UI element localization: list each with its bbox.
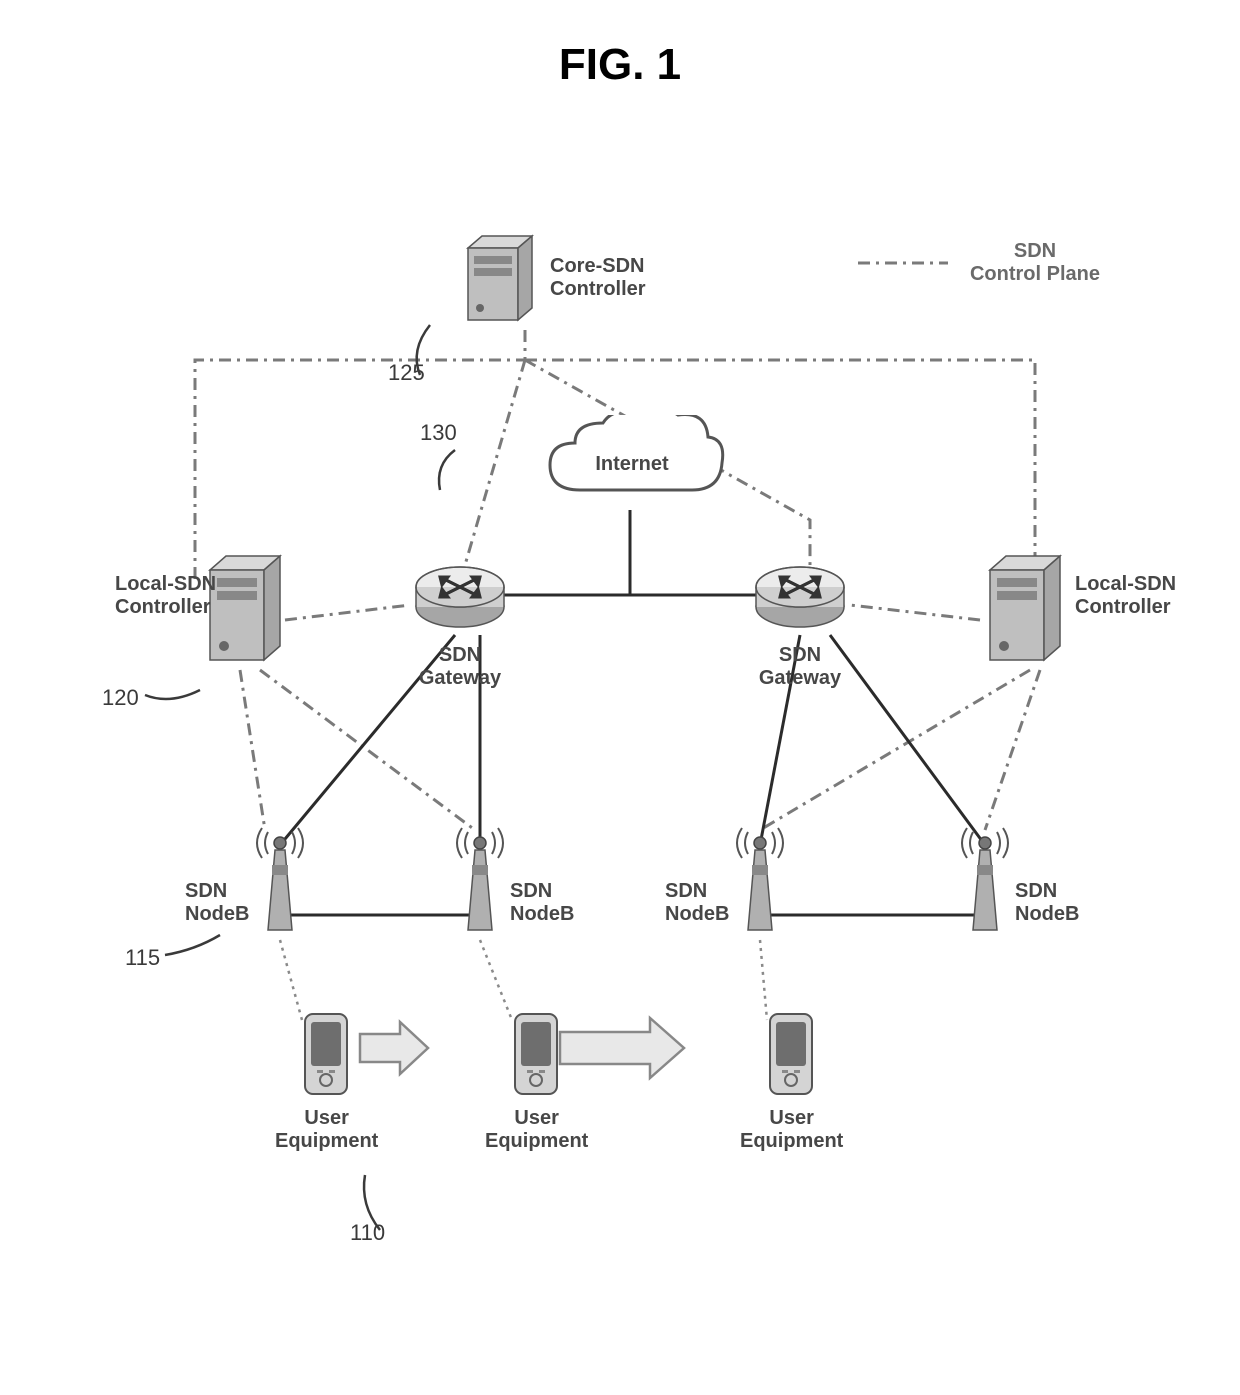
nb2-label-1: SDN: [510, 880, 552, 902]
sdn-gateway-left: SDN Gateway: [410, 555, 510, 690]
router-icon: [750, 555, 850, 635]
ref-130: 130: [420, 420, 457, 446]
legend-label-1: SDN: [1014, 240, 1056, 262]
gw-right-label-2: Gateway: [759, 667, 841, 689]
phone-icon: [764, 1010, 819, 1100]
antenna-icon: [730, 810, 790, 940]
nb4-label-2: NodeB: [1015, 903, 1079, 925]
ref-120: 120: [102, 685, 139, 711]
sdn-nodeb-3: [730, 810, 790, 945]
core-sdn-label-2: Controller: [550, 278, 646, 300]
ue1-label-2: Equipment: [275, 1130, 378, 1152]
antenna-icon: [450, 810, 510, 940]
antenna-icon: [955, 810, 1015, 940]
ref-125: 125: [388, 360, 425, 386]
legend: SDN Control Plane: [858, 240, 1100, 286]
ue1-label-1: User: [304, 1107, 348, 1129]
nb1-label-2: NodeB: [185, 903, 249, 925]
router-icon: [410, 555, 510, 635]
phone-icon: [509, 1010, 564, 1100]
ref-110: 110: [350, 1220, 385, 1246]
gw-right-label-1: SDN: [779, 644, 821, 666]
sdn-gateway-right: SDN Gateway: [750, 555, 850, 690]
core-sdn-label-1: Core-SDN: [550, 255, 644, 277]
ref-115: 115: [125, 945, 160, 971]
user-equipment-3: User Equipment: [740, 1010, 843, 1153]
nb4-label-1: SDN: [1015, 880, 1057, 902]
network-diagram: SDN Control Plane: [130, 220, 1110, 1270]
ue2-label-2: Equipment: [485, 1130, 588, 1152]
local-sdn-left-label-2: Controller: [115, 596, 211, 618]
antenna-icon: [250, 810, 310, 940]
gw-left-label-2: Gateway: [419, 667, 501, 689]
server-icon: [460, 230, 540, 330]
figure-title: FIG. 1: [559, 40, 681, 90]
user-equipment-1: User Equipment: [275, 1010, 378, 1153]
sdn-nodeb-4: [955, 810, 1015, 945]
local-sdn-right-label-1: Local-SDN: [1075, 573, 1176, 595]
user-equipment-2: User Equipment: [485, 1010, 588, 1153]
nb2-label-2: NodeB: [510, 903, 574, 925]
local-sdn-left-label-1: Local-SDN: [115, 573, 216, 595]
ue2-label-1: User: [514, 1107, 558, 1129]
nb3-label-1: SDN: [665, 880, 707, 902]
local-sdn-right-label-2: Controller: [1075, 596, 1171, 618]
internet-label: Internet: [595, 453, 669, 475]
internet-cloud: Internet: [540, 415, 725, 525]
local-sdn-right: [980, 550, 1070, 675]
legend-label-2: Control Plane: [970, 263, 1100, 285]
ue3-label-2: Equipment: [740, 1130, 843, 1152]
nb1-label-1: SDN: [185, 880, 227, 902]
sdn-nodeb-1: [250, 810, 310, 945]
server-icon: [980, 550, 1070, 670]
core-sdn-controller: Core-SDN Controller: [460, 230, 540, 335]
ue3-label-1: User: [769, 1107, 813, 1129]
gw-left-label-1: SDN: [439, 644, 481, 666]
nb3-label-2: NodeB: [665, 903, 729, 925]
phone-icon: [299, 1010, 354, 1100]
sdn-nodeb-2: [450, 810, 510, 945]
